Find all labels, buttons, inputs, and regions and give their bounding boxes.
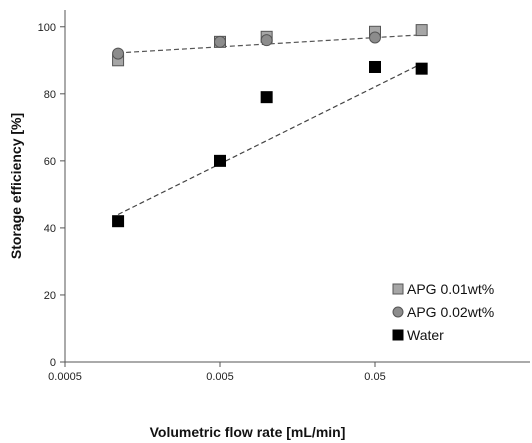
point-apg-0-02wt (112, 47, 125, 60)
y-tick-label: 20 (44, 290, 56, 302)
point-apg-0-02wt (369, 31, 381, 44)
point-water (415, 62, 428, 75)
x-axis-title: Volumetric flow rate [mL/min] (150, 424, 346, 440)
y-tick-label: 40 (44, 223, 56, 235)
x-tick-label: 0.0005 (48, 371, 82, 383)
point-apg-0-01wt (415, 24, 428, 37)
data-points (112, 24, 428, 228)
y-tick-label: 0 (50, 357, 56, 369)
legend-label: APG 0.01wt% (407, 281, 494, 297)
axes (64, 10, 530, 363)
legend-label: APG 0.02wt% (407, 304, 494, 320)
legend-marker (392, 306, 404, 318)
point-apg-0-02wt (214, 35, 226, 48)
x-tick-label: 0.05 (364, 371, 385, 383)
ticks: 0 20 40 60 80 100 0.0005 0.005 0.05 (38, 22, 386, 383)
point-apg-0-02wt (260, 34, 273, 47)
legend-marker (392, 283, 404, 295)
legend-marker (392, 329, 404, 341)
point-water (260, 91, 273, 104)
legend-label: Water (407, 327, 444, 343)
x-tick-label: 0.005 (206, 371, 234, 383)
point-water (369, 60, 381, 73)
y-tick-label: 100 (38, 22, 56, 34)
y-tick-label: 60 (44, 156, 56, 168)
y-axis-title: Storage efficiency [%] (8, 113, 24, 259)
point-water (214, 154, 226, 167)
point-water (112, 215, 125, 228)
trendline (117, 63, 422, 216)
legend: APG 0.01wt% APG 0.02wt% Water (392, 281, 494, 343)
y-tick-label: 80 (44, 89, 56, 101)
